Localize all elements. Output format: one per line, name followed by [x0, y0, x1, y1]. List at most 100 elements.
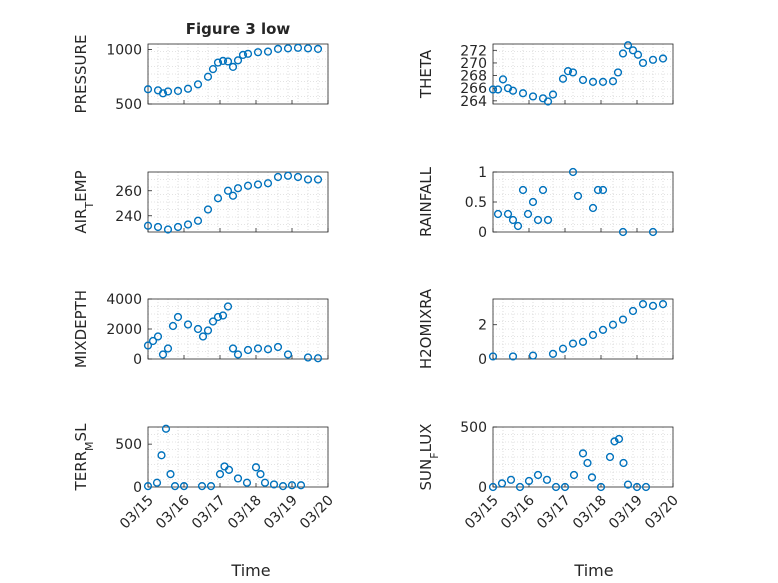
data-point [273, 342, 283, 352]
data-point [203, 72, 213, 81]
y-axis-label-subscript: M [83, 441, 96, 451]
data-point [163, 225, 173, 234]
data-point [506, 475, 516, 484]
data-point [568, 339, 578, 348]
data-point [488, 85, 498, 94]
data-point [203, 205, 213, 214]
data-point [538, 185, 548, 195]
data-point [608, 320, 618, 329]
data-point [243, 345, 253, 355]
axes-box [147, 426, 329, 488]
data-point [253, 48, 263, 57]
data-point [163, 344, 173, 353]
data-point [153, 222, 163, 232]
data-point [641, 482, 651, 492]
data-point [619, 458, 628, 468]
data-point [593, 185, 603, 195]
y-tick-label: 2 [478, 318, 487, 334]
data-point [303, 44, 313, 53]
data-point [168, 321, 178, 331]
data-point [548, 349, 558, 358]
data-point [203, 326, 213, 335]
y-axis-label-subscript: T [83, 202, 96, 210]
data-point [648, 227, 658, 237]
data-point [568, 167, 578, 177]
data-point [263, 345, 273, 354]
y-axis-label: MIXDEPTH [72, 290, 90, 368]
data-point [143, 85, 153, 94]
data-point [218, 56, 228, 66]
data-point [488, 352, 498, 361]
data-point [313, 175, 323, 184]
y-tick-label: 240 [115, 209, 142, 225]
data-point [223, 186, 233, 195]
data-point [515, 482, 525, 492]
data-point [638, 300, 648, 309]
data-point [658, 54, 668, 63]
data-point [648, 55, 658, 64]
data-point [508, 215, 518, 225]
data-point [228, 344, 238, 353]
y-tick-label: 0 [478, 352, 487, 368]
data-point [563, 67, 573, 76]
data-point [223, 57, 233, 66]
data-point [605, 452, 615, 462]
data-point [524, 476, 534, 486]
y-axis-label-suffix: EMP [72, 170, 90, 201]
data-point [558, 74, 568, 83]
y-tick-label: 272 [460, 43, 487, 59]
data-point [583, 458, 592, 468]
data-point [303, 353, 313, 362]
data-point [518, 185, 528, 195]
data-point [183, 220, 193, 229]
axes-box [492, 43, 674, 105]
subplot-air_temp: 240 260 AIRTEMP [72, 170, 329, 234]
data-point [213, 58, 223, 67]
data-point [568, 68, 578, 77]
y-tick-label: 260 [115, 184, 142, 200]
data-point [161, 424, 171, 433]
data-point [578, 337, 588, 346]
data-point [618, 227, 628, 237]
y-axis-label: TERRMSL [72, 423, 96, 492]
data-point [253, 344, 263, 353]
data-point [542, 475, 552, 484]
data-point [218, 311, 228, 320]
y-tick-label: 500 [115, 437, 142, 453]
subplot-pressure: 500 1000 PRESSURE Figure 3 low [72, 20, 329, 113]
data-point [528, 92, 538, 101]
data-point [143, 341, 153, 350]
data-point [313, 354, 323, 363]
y-tick-label: 1 [478, 165, 487, 181]
data-point [508, 352, 518, 361]
data-point [523, 209, 533, 219]
y-tick-label: 0 [478, 480, 487, 496]
data-point [614, 434, 624, 444]
data-point [551, 482, 561, 492]
data-point [208, 317, 218, 326]
subplot-mixdepth: 0 2000 4000 MIXDEPTH [72, 290, 329, 368]
data-point [283, 44, 293, 53]
y-tick-label: 0 [478, 225, 487, 241]
data-point [263, 179, 273, 188]
data-point [193, 216, 203, 225]
data-point [533, 215, 543, 225]
y-tick-label: 4000 [106, 292, 142, 308]
y-tick-label: 1000 [106, 42, 142, 58]
data-point [513, 221, 523, 231]
data-point [197, 482, 207, 491]
data-point [293, 172, 303, 182]
data-point [157, 451, 166, 460]
y-tick-label: 270 [460, 56, 487, 72]
data-point [233, 474, 243, 483]
y-axis-label: RAINFALL [417, 166, 435, 237]
data-point [528, 197, 538, 207]
y-tick-label: 266 [460, 81, 487, 97]
data-point [588, 203, 598, 213]
axes-box [492, 298, 674, 360]
data-point [183, 84, 193, 93]
data-point [283, 350, 293, 359]
